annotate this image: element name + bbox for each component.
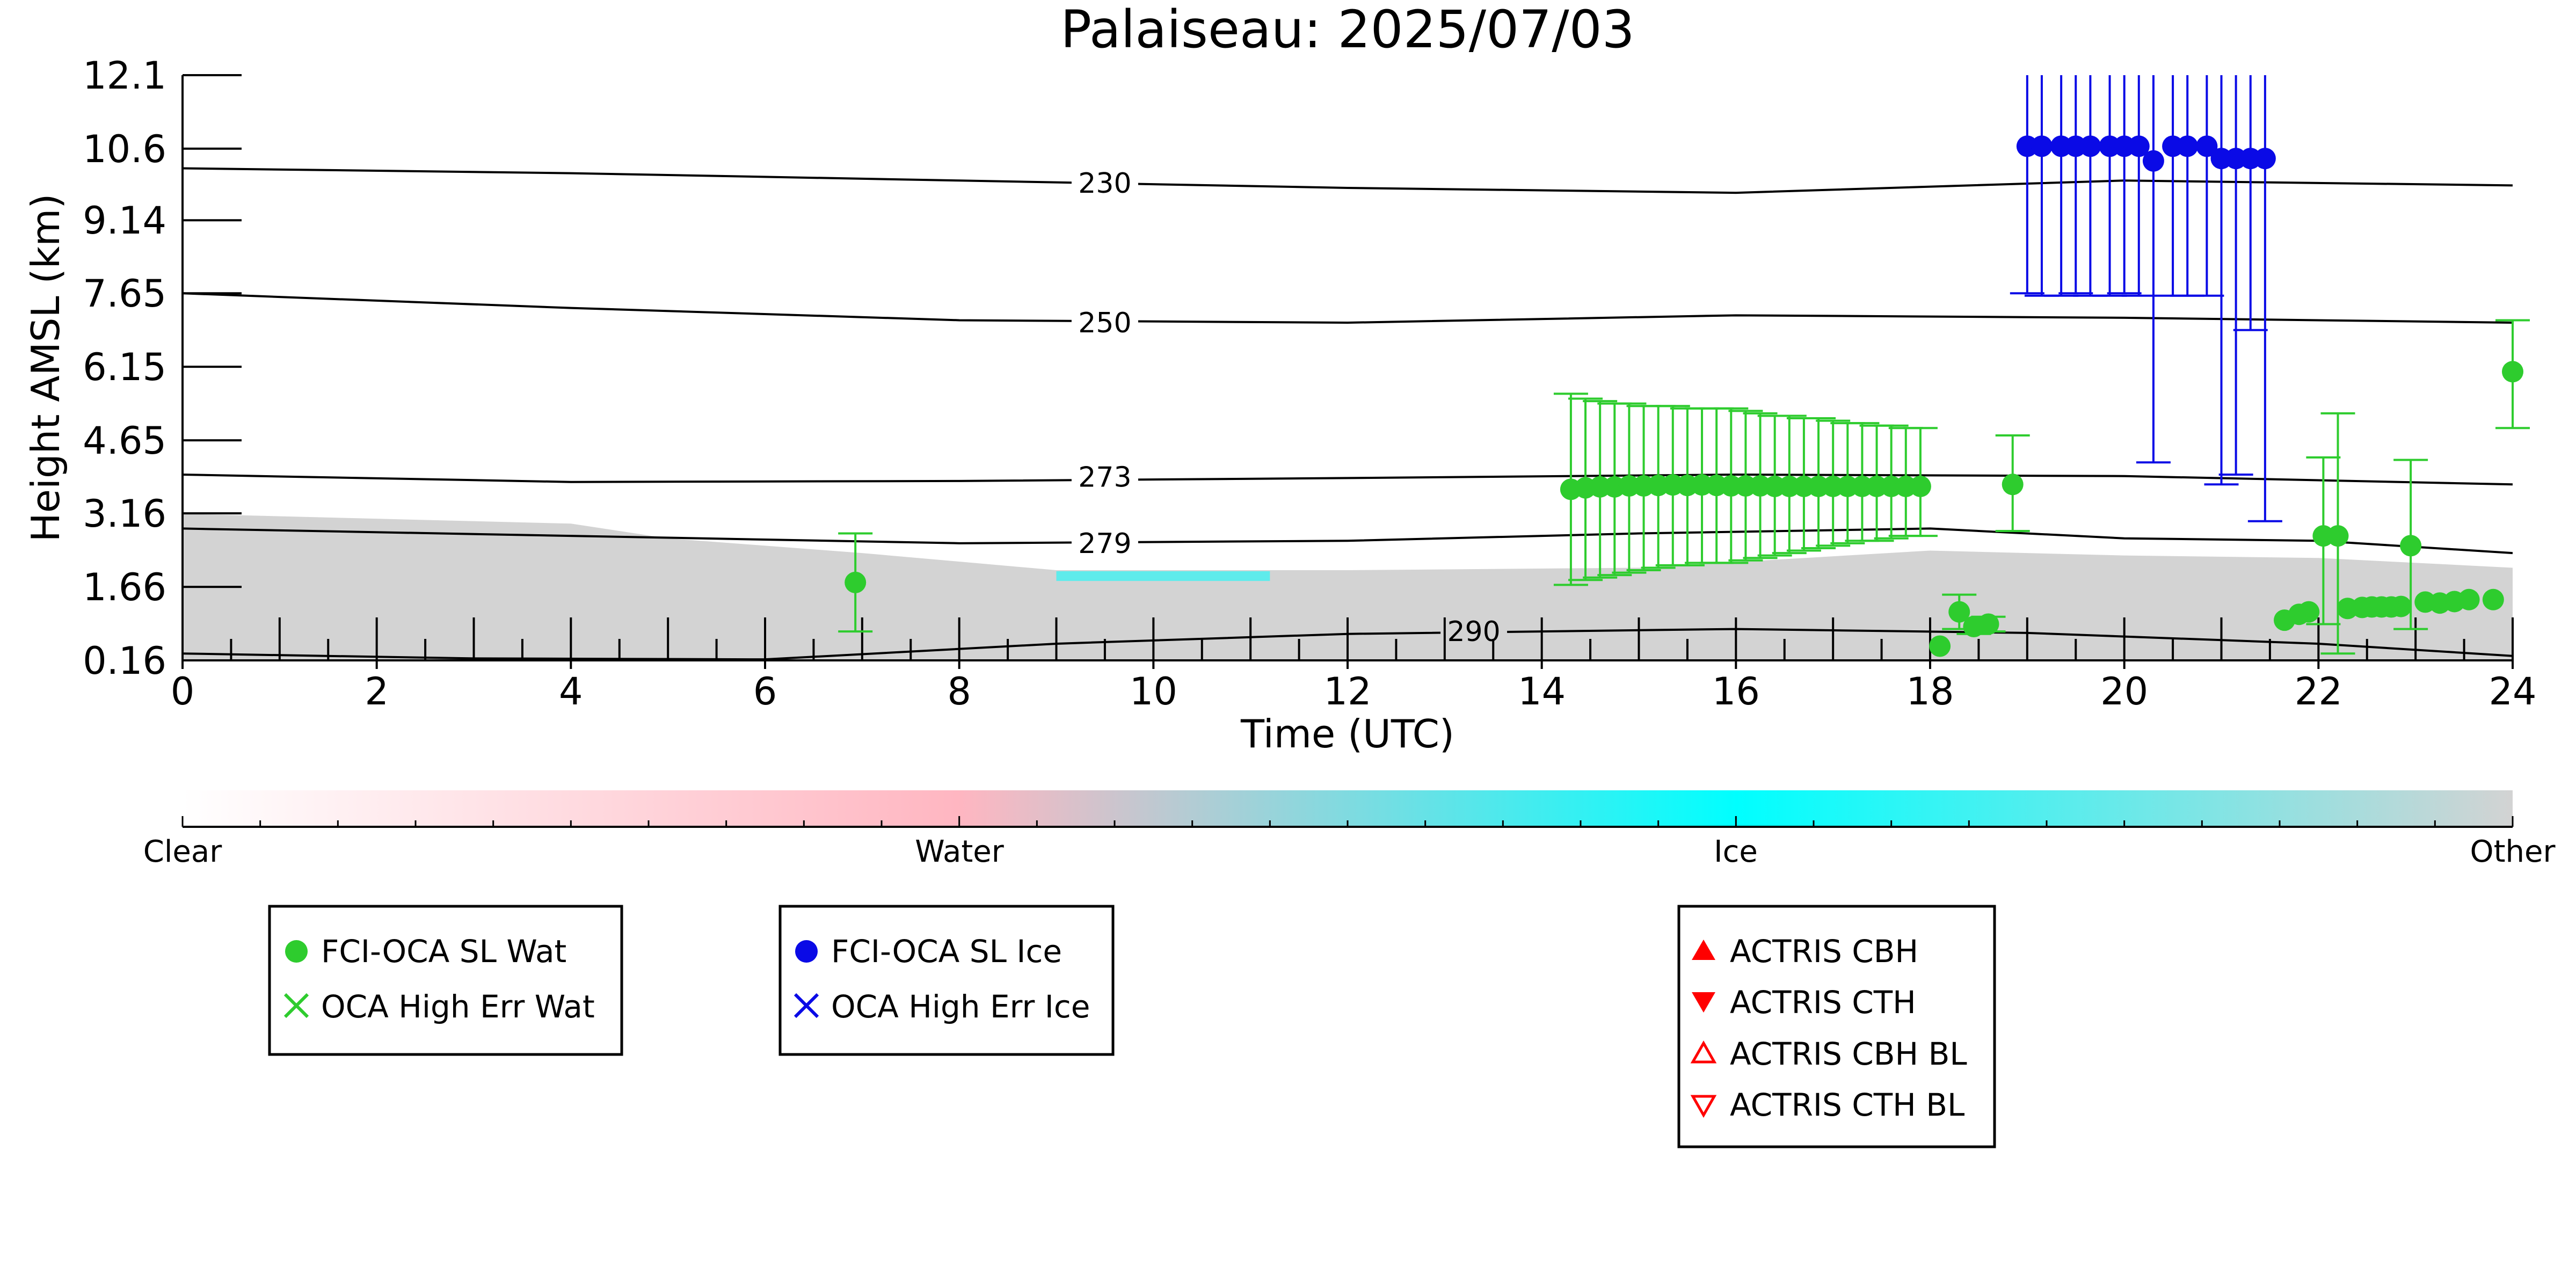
x-axis-title: Time (UTC) (1240, 711, 1454, 756)
data-point-0-29 (1977, 613, 1999, 635)
contour-label-250: 250 (1078, 307, 1131, 339)
contour-label-bg-279 (1071, 525, 1138, 558)
contour-273 (183, 474, 2513, 486)
legend-item-oca-high-err-wat: OCA High Err Wat (321, 988, 595, 1025)
legend-item-actris-cbh-bl: ACTRIS CBH BL (1730, 1036, 1967, 1072)
data-point-0-26 (1929, 635, 1951, 657)
legend-actris-cbh-marker (1692, 940, 1715, 960)
contour-label-230: 230 (1078, 168, 1131, 200)
contour-label-290: 290 (1447, 616, 1500, 648)
series-water (838, 319, 2530, 657)
x-tick-label-0: 0 (171, 670, 195, 714)
legend-actris-box (1677, 905, 1996, 1148)
y-axis-ticks: 0.16 1.66 3.16 4.65 6.15 7.65 9.14 10.6 12.1 (83, 54, 242, 683)
contour-230 (183, 167, 2513, 194)
x-tick-label-4: 4 (559, 670, 583, 714)
data-point-0-41 (2390, 595, 2412, 617)
data-point-0-0 (845, 571, 867, 593)
x-tick-label-12: 12 (1323, 670, 1371, 714)
data-point-0-33 (2298, 601, 2320, 623)
legend-item-fci-oca-sl-wat: FCI-OCA SL Wat (321, 933, 566, 970)
temperature-contours: 230 250 273 279 290 (183, 164, 2513, 660)
contour-label-bg-290 (1440, 613, 1508, 647)
colorbar-label-other: Other (2470, 834, 2556, 869)
legend-wat-circle-marker (285, 940, 308, 963)
contour-279 (183, 527, 2513, 555)
y-tick-label-7: 10.6 (83, 127, 166, 171)
contour-label-bg-250 (1071, 304, 1138, 338)
x-tick-label-24: 24 (2488, 670, 2536, 714)
contour-label-279: 279 (1078, 528, 1131, 560)
x-tick-label-16: 16 (1712, 670, 1760, 714)
legend-ice-circle-marker (795, 940, 818, 963)
legend-item-oca-high-err-ice: OCA High Err Ice (831, 988, 1090, 1025)
series-layer (838, 75, 2530, 657)
data-point-1-10 (2177, 135, 2199, 157)
colorbar-label-water: Water (915, 834, 1005, 869)
x-tick-label-6: 6 (753, 670, 777, 714)
data-point-0-27 (1948, 601, 1970, 623)
colorbar-ticks (181, 816, 2514, 827)
data-point-1-1 (2031, 135, 2053, 157)
y-tick-label-5: 7.65 (83, 272, 166, 316)
legend-ice-box (778, 905, 1115, 1056)
colorbar-label-clear: Clear (143, 834, 222, 869)
legend-water: FCI-OCA SL Wat OCA High Err Wat (268, 905, 623, 1056)
legend-item-actris-cth-bl: ACTRIS CTH BL (1730, 1087, 1964, 1123)
series-ice (2010, 75, 2282, 522)
data-point-0-30 (2002, 474, 2024, 496)
chart-title: Palaiseau: 2025/07/03 (1060, 0, 1635, 60)
legend-actris-cth-bl-marker (1690, 1095, 1717, 1118)
y-tick-label-6: 9.14 (83, 199, 166, 243)
x-tick-label-8: 8 (947, 670, 971, 714)
contour-label-273: 273 (1078, 462, 1131, 494)
x-tick-label-20: 20 (2100, 670, 2148, 714)
contour-label-bg-230 (1071, 164, 1138, 198)
y-tick-label-8: 12.1 (83, 54, 166, 98)
legend-ice: FCI-OCA SL Ice OCA High Err Ice (778, 905, 1115, 1056)
data-point-1-8 (2142, 150, 2164, 172)
x-tick-label-22: 22 (2295, 670, 2342, 714)
legend-actris: ACTRIS CBH ACTRIS CTH ACTRIS CBH BL ACTR… (1677, 905, 1996, 1148)
data-point-0-46 (2458, 588, 2480, 610)
y-tick-label-3: 4.65 (83, 419, 166, 463)
contour-250 (183, 292, 2513, 324)
lidar-ice-patch (1056, 571, 1270, 581)
x-tick-label-18: 18 (1906, 670, 1954, 714)
legend-water-box (268, 905, 623, 1056)
y-tick-label-0: 0.16 (83, 639, 166, 683)
y-axis-title: Height AMSL (km) (23, 194, 68, 542)
data-point-1-11 (2196, 135, 2218, 157)
legend-item-actris-cth: ACTRIS CTH (1730, 984, 1916, 1021)
x-tick-label-14: 14 (1518, 670, 1566, 714)
legend-item-fci-oca-sl-ice: FCI-OCA SL Ice (831, 933, 1062, 970)
legend-item-actris-cbh: ACTRIS CBH (1730, 933, 1918, 970)
legend-actris-cth-marker (1692, 992, 1715, 1013)
data-point-1-15 (2254, 148, 2276, 170)
y-tick-label-1: 1.66 (83, 565, 166, 609)
data-point-1-7 (2128, 135, 2150, 157)
x-tick-label-10: 10 (1130, 670, 1177, 714)
y-tick-label-2: 3.16 (83, 492, 166, 536)
contour-label-bg-273 (1071, 459, 1138, 492)
data-point-0-47 (2482, 588, 2504, 610)
data-point-0-35 (2327, 525, 2349, 547)
legend-wat-x-marker (283, 993, 309, 1018)
data-point-1-4 (2079, 135, 2101, 157)
legend-actris-cbh-bl-marker (1690, 1040, 1717, 1064)
data-point-0-25 (1909, 475, 1931, 497)
x-axis-ticks: 0 2 4 6 8 10 12 14 16 18 20 22 24 (171, 660, 2537, 714)
data-point-0-42 (2400, 535, 2422, 557)
legend-ice-x-marker (794, 993, 819, 1018)
colorbar: Clear Water Ice Other (143, 790, 2556, 869)
y-tick-label-4: 6.15 (83, 345, 166, 389)
x-tick-label-2: 2 (365, 670, 389, 714)
data-point-0-48 (2502, 361, 2523, 383)
colorbar-label-ice: Ice (1714, 834, 1758, 869)
